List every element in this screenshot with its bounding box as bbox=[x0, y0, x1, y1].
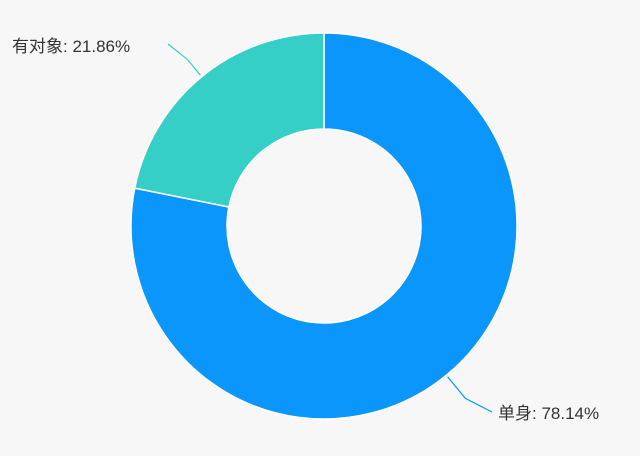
leader-line-single bbox=[447, 376, 493, 413]
donut-slices bbox=[130, 32, 518, 420]
slice-in-relationship bbox=[133, 32, 325, 208]
slice-label-in-relationship: 有对象: 21.86% bbox=[12, 37, 130, 56]
leader-lines bbox=[167, 43, 493, 413]
slice-label-single: 单身: 78.14% bbox=[498, 404, 599, 423]
slice-labels: 单身: 78.14% 有对象: 21.86% bbox=[12, 37, 599, 423]
slice-single bbox=[130, 32, 518, 420]
leader-line-in-relationship bbox=[167, 43, 201, 76]
